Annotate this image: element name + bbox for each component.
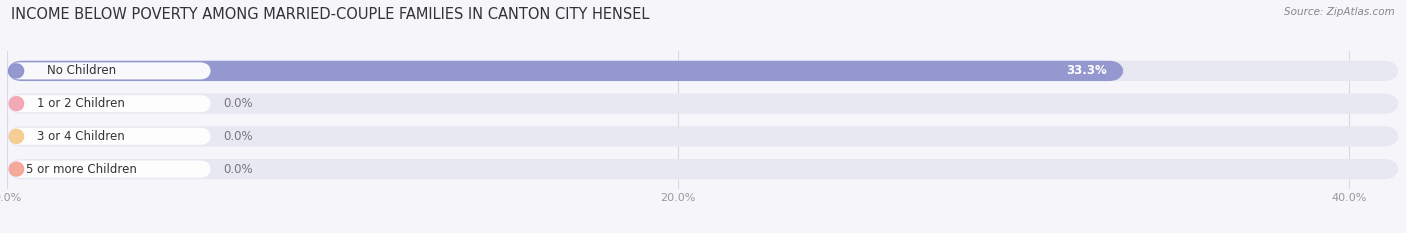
Circle shape: [10, 129, 24, 143]
FancyBboxPatch shape: [8, 128, 211, 145]
FancyBboxPatch shape: [7, 93, 1399, 114]
Text: 0.0%: 0.0%: [222, 97, 253, 110]
Text: Source: ZipAtlas.com: Source: ZipAtlas.com: [1284, 7, 1395, 17]
Circle shape: [10, 64, 24, 78]
Text: No Children: No Children: [46, 64, 115, 77]
FancyBboxPatch shape: [8, 95, 211, 112]
FancyBboxPatch shape: [7, 61, 1123, 81]
Text: 33.3%: 33.3%: [1066, 64, 1107, 77]
FancyBboxPatch shape: [8, 161, 211, 178]
Text: 0.0%: 0.0%: [222, 130, 253, 143]
Text: INCOME BELOW POVERTY AMONG MARRIED-COUPLE FAMILIES IN CANTON CITY HENSEL: INCOME BELOW POVERTY AMONG MARRIED-COUPL…: [11, 7, 650, 22]
Circle shape: [10, 162, 24, 176]
FancyBboxPatch shape: [7, 61, 1399, 81]
FancyBboxPatch shape: [7, 126, 1399, 147]
FancyBboxPatch shape: [7, 159, 1399, 179]
Circle shape: [10, 97, 24, 111]
Text: 1 or 2 Children: 1 or 2 Children: [38, 97, 125, 110]
FancyBboxPatch shape: [8, 62, 211, 79]
Text: 5 or more Children: 5 or more Children: [25, 163, 136, 176]
Text: 3 or 4 Children: 3 or 4 Children: [38, 130, 125, 143]
Text: 0.0%: 0.0%: [222, 163, 253, 176]
